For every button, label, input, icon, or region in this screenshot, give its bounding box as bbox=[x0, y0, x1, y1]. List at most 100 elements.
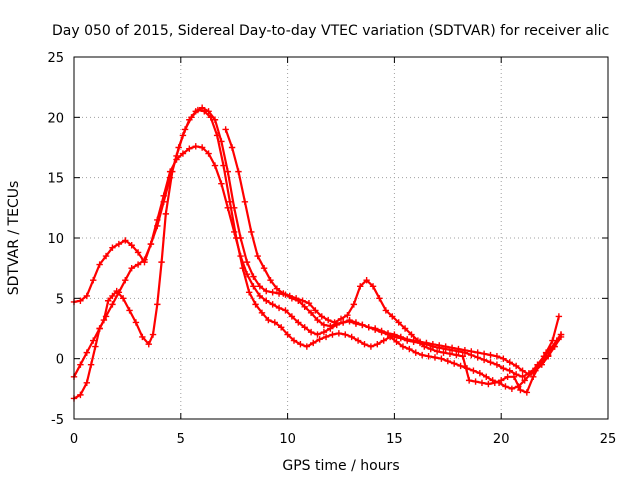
data-point bbox=[87, 361, 95, 368]
data-point bbox=[297, 340, 304, 348]
data-point bbox=[525, 369, 533, 377]
data-point bbox=[359, 321, 366, 329]
data-point bbox=[139, 333, 146, 341]
data-point bbox=[250, 283, 257, 290]
data-point bbox=[348, 333, 355, 341]
data-point bbox=[248, 228, 255, 236]
data-point bbox=[128, 264, 135, 272]
data-point bbox=[286, 292, 293, 300]
data-point bbox=[192, 108, 199, 115]
data-point bbox=[265, 316, 272, 324]
data-point bbox=[96, 325, 103, 332]
data-point bbox=[470, 367, 477, 374]
data-point bbox=[222, 126, 229, 133]
data-point bbox=[158, 258, 165, 266]
data-point bbox=[374, 340, 381, 348]
data-point bbox=[256, 292, 264, 300]
data-point bbox=[160, 192, 167, 199]
data-point bbox=[446, 350, 454, 358]
data-point bbox=[90, 277, 97, 284]
data-point bbox=[102, 252, 110, 260]
data-point bbox=[205, 108, 212, 115]
y-axis-label: SDTVAR / TECUs bbox=[6, 181, 22, 296]
data-point bbox=[487, 351, 494, 359]
data-point bbox=[256, 283, 264, 290]
data-point bbox=[455, 348, 462, 355]
data-point bbox=[329, 331, 336, 338]
data-point bbox=[109, 292, 116, 300]
data-point bbox=[192, 143, 199, 150]
x-tick-label: 15 bbox=[386, 432, 403, 447]
data-point bbox=[404, 337, 411, 344]
data-point bbox=[307, 328, 315, 336]
data-point bbox=[414, 337, 422, 344]
data-point bbox=[399, 343, 407, 350]
data-point bbox=[380, 337, 387, 344]
x-tick-label: 5 bbox=[177, 432, 185, 447]
data-point bbox=[512, 362, 520, 370]
data-point bbox=[500, 355, 507, 362]
data-point bbox=[267, 277, 274, 284]
data-point bbox=[395, 319, 402, 326]
data-point bbox=[179, 150, 187, 157]
data-point bbox=[555, 313, 563, 320]
data-point bbox=[408, 331, 415, 338]
y-tick-label: 5 bbox=[56, 292, 64, 307]
data-point bbox=[154, 301, 161, 308]
data-point bbox=[412, 349, 419, 356]
data-point bbox=[519, 367, 526, 374]
data-point bbox=[205, 150, 212, 157]
data-point bbox=[354, 337, 362, 344]
data-point bbox=[104, 297, 112, 304]
data-point bbox=[179, 132, 187, 139]
x-tick-label: 25 bbox=[600, 432, 617, 447]
data-point bbox=[350, 301, 358, 308]
data-point bbox=[126, 307, 133, 314]
data-point bbox=[154, 216, 161, 224]
data-point bbox=[231, 204, 238, 212]
data-point bbox=[186, 116, 193, 123]
data-point bbox=[339, 319, 347, 326]
data-point bbox=[391, 333, 398, 341]
data-point bbox=[282, 307, 289, 314]
data-point bbox=[337, 315, 345, 323]
data-point bbox=[295, 319, 302, 326]
data-point bbox=[269, 301, 276, 308]
y-tick-label: -5 bbox=[51, 413, 64, 428]
data-point bbox=[314, 316, 321, 324]
data-point bbox=[378, 328, 385, 336]
data-point bbox=[277, 324, 285, 331]
y-tick-label: 15 bbox=[47, 172, 64, 187]
data-point bbox=[369, 283, 377, 290]
y-tick-label: 0 bbox=[56, 353, 64, 368]
data-point bbox=[271, 319, 278, 326]
data-point bbox=[149, 331, 157, 338]
data-point bbox=[162, 210, 170, 218]
data-point bbox=[384, 331, 392, 338]
y-axis-ticks: -5 0 5 10 15 20 25 bbox=[47, 51, 608, 428]
series-layer bbox=[70, 104, 565, 402]
data-point bbox=[275, 304, 283, 312]
data-point bbox=[474, 354, 481, 361]
data-point bbox=[252, 301, 259, 308]
data-point bbox=[235, 168, 242, 175]
data-point bbox=[502, 383, 509, 390]
data-point bbox=[493, 361, 501, 368]
data-point bbox=[468, 351, 475, 359]
data-point bbox=[331, 319, 338, 326]
data-point bbox=[498, 377, 505, 384]
data-point bbox=[145, 340, 152, 348]
data-point bbox=[224, 168, 231, 175]
data-point bbox=[480, 350, 488, 358]
data-point bbox=[406, 345, 413, 353]
data-point bbox=[243, 271, 251, 278]
data-point bbox=[320, 321, 328, 329]
data-point bbox=[134, 249, 142, 256]
data-point bbox=[382, 307, 390, 314]
data-point bbox=[444, 357, 451, 365]
data-point bbox=[109, 301, 116, 308]
data-point bbox=[269, 289, 276, 296]
data-point bbox=[115, 289, 123, 296]
data-point bbox=[322, 333, 330, 341]
